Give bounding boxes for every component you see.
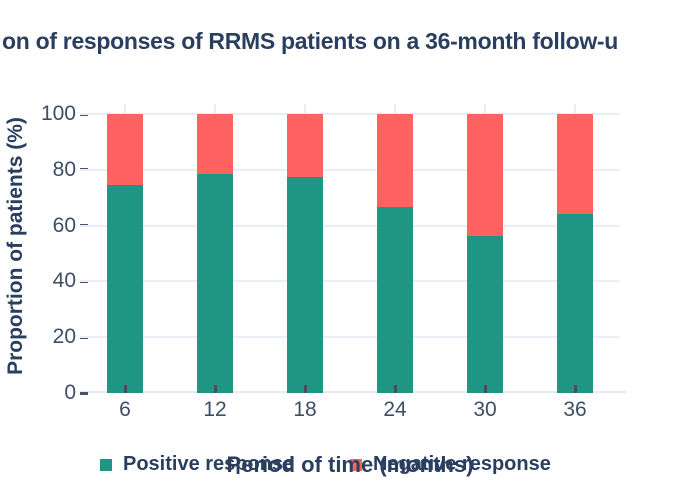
y-tick-label-60: 60 [52,213,76,237]
chart-title-container: on of responses of RRMS patients on a 36… [0,0,700,72]
bar-segment-positive-36 [557,213,593,393]
x-tick-label-12: 12 [203,398,227,421]
positive-response-swatch-icon [100,458,112,471]
h-gridline-40 [80,280,620,283]
bar-segment-negative-12 [197,114,233,174]
bar-segment-negative-30 [467,114,503,236]
legend-item-negative-response[interactable]: Negative response [350,453,551,476]
bar-segment-negative-36 [557,114,593,214]
h-gridline-80 [80,168,620,171]
bar-segment-positive-30 [467,235,503,393]
bar-segment-positive-12 [197,173,233,393]
x-tick-mark-12 [213,385,217,393]
x-tick-mark-30 [483,385,487,393]
y-tick-label-20: 20 [52,325,76,349]
x-tick-label-30: 30 [473,398,497,421]
x-tick-mark-18 [303,385,307,393]
y-tick-label-40: 40 [52,269,76,293]
y-tick-label-100: 100 [40,102,76,125]
bar-segment-negative-6 [107,114,143,185]
negative-response-swatch-icon [350,458,362,471]
legend-label-negative-response: Negative response [373,453,551,475]
bar-segment-negative-18 [287,114,323,178]
bar-segment-negative-24 [377,114,413,208]
h-gridline-20 [80,336,620,339]
x-axis-line [80,391,626,393]
x-tick-mark-24 [393,385,397,393]
x-tick-mark-36 [573,385,577,393]
x-tick-mark-6 [123,385,127,393]
y-tick-label-0: 0 [64,381,76,404]
chart-title: on of responses of RRMS patients on a 36… [2,28,619,54]
x-tick-label-18: 18 [293,398,317,421]
x-tick-label-6: 6 [119,398,131,421]
x-axis-title: Period of time (months) [226,452,474,477]
bar-segment-positive-24 [377,207,413,393]
h-gridline-100 [80,113,620,115]
x-tick-label-36: 36 [563,398,587,421]
plot-area [80,104,620,393]
legend-item-positive-response[interactable]: Positive response [100,453,294,476]
y-tick-mark-0 [80,391,88,395]
bar-segment-positive-18 [287,177,323,393]
h-gridline-60 [80,224,620,227]
legend-label-positive-response: Positive response [123,453,295,475]
x-tick-label-24: 24 [383,398,407,421]
y-tick-label-80: 80 [52,157,76,181]
legend: Positive response Negative response [0,453,700,481]
bar-segment-positive-6 [107,184,143,393]
